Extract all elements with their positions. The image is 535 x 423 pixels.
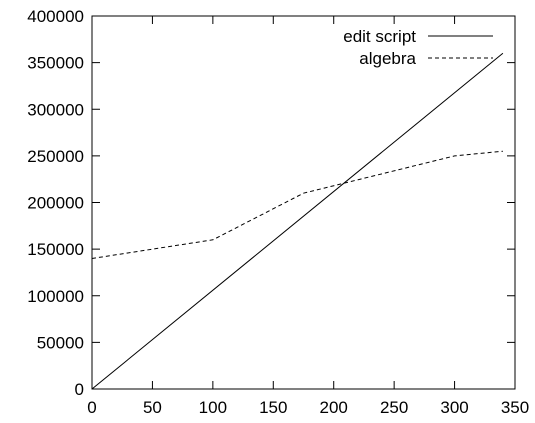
legend-label-edit-script: edit script: [343, 27, 416, 46]
y-tick-label: 50000: [37, 333, 84, 352]
x-tick-label: 0: [87, 398, 96, 417]
series-layer: [91, 52, 504, 390]
x-tick-label: 100: [199, 398, 227, 417]
legend: edit script algebra: [343, 27, 493, 68]
y-tick-label: 400000: [27, 7, 84, 26]
y-tick-label: 300000: [27, 100, 84, 119]
y-tick-label: 100000: [27, 287, 84, 306]
x-tick-label: 150: [259, 398, 287, 417]
y-tick-label: 0: [75, 380, 84, 399]
legend-label-algebra: algebra: [359, 49, 416, 68]
plot-frame: [91, 15, 516, 390]
tick-layer: 0 50 100 150 200 250 300 350 0 50000 100000 150000 2…: [27, 7, 529, 417]
x-tick-label: 300: [440, 398, 468, 417]
series-line-algebra: [91, 150, 503, 259]
y-tick-label: 150000: [27, 240, 84, 259]
x-tick-label: 200: [320, 398, 348, 417]
series-line-edit-script: [91, 52, 504, 390]
x-tick-label: 250: [380, 398, 408, 417]
y-tick-label: 350000: [27, 54, 84, 73]
y-tick-label: 200000: [27, 194, 84, 213]
x-tick-label: 50: [143, 398, 162, 417]
y-tick-label: 250000: [27, 147, 84, 166]
x-tick-label: 350: [501, 398, 529, 417]
